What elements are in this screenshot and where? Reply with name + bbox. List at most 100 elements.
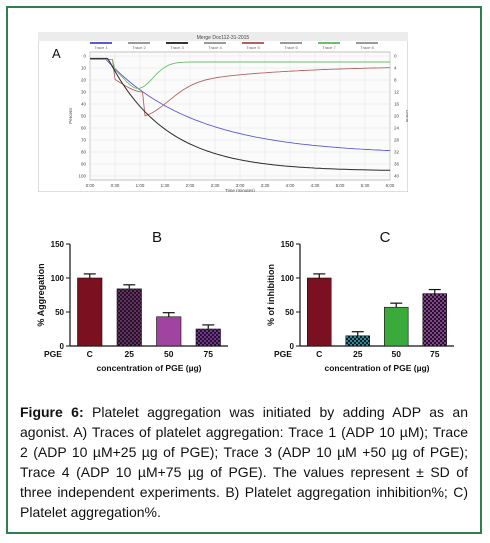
x-tick-label: 50 <box>392 349 402 359</box>
trace-tab-label: Trace 4 <box>208 45 222 50</box>
trace-tab-swatch <box>280 42 302 44</box>
trace-ytick-right: 12 <box>394 90 400 95</box>
trace-ytick-right: 20 <box>394 114 400 119</box>
trace-tab-label: Trace 8 <box>360 45 374 50</box>
x-axis-label: concentration of PGE (µg) <box>324 363 429 373</box>
trace-tab-label: Trace 3 <box>170 45 184 50</box>
trace-xtick: 4:00 <box>286 183 295 188</box>
chart-b-aggregation: B % Aggregation 0 50 100 150 C 25 50 75 PGE concent… <box>36 229 228 373</box>
y-tick-label: 0 <box>60 342 65 351</box>
trace-ytick-left: 70 <box>81 138 87 143</box>
y-tick-label: 150 <box>51 240 65 249</box>
row-label: PGE <box>274 349 292 359</box>
trace-tab-swatch <box>356 42 378 44</box>
trace-xtick: 2:00 <box>186 183 195 188</box>
trace-tab-swatch <box>90 42 112 44</box>
trace-ytick-left: 50 <box>81 114 87 119</box>
trace-xtick: 3:00 <box>236 183 245 188</box>
trace-xtick: 3:30 <box>261 183 270 188</box>
trace-xtick: 5:00 <box>336 183 345 188</box>
x-tick-label: 75 <box>430 349 440 359</box>
trace-lines <box>90 57 391 171</box>
panel-a-label: A <box>52 46 61 61</box>
caption-label: Figure 6: <box>20 404 84 420</box>
x-tick-label: 25 <box>353 349 363 359</box>
trace-ytick-right: 4 <box>394 66 397 71</box>
trace-tab-label: Trace 2 <box>132 45 146 50</box>
trace-ytick-left: 30 <box>81 90 87 95</box>
trace-ytick-left: 40 <box>81 102 87 107</box>
row-label: PGE <box>44 349 62 359</box>
x-tick-label: 75 <box>204 349 214 359</box>
trace-tab-swatch <box>242 42 264 44</box>
x-tick-label: C <box>87 349 93 359</box>
trace-xtick: 0:30 <box>111 183 120 188</box>
trace-tab-swatch <box>166 42 188 44</box>
x-axis-label: concentration of PGE (µg) <box>96 363 201 373</box>
trace-tab-label: Trace 1 <box>94 45 108 50</box>
caption-text: Platelet aggregation was initiated by ad… <box>20 404 468 520</box>
trace-xtick: 4:30 <box>311 183 320 188</box>
trace-ytick-left: 10 <box>81 66 87 71</box>
trace-xtick: 6:00 <box>386 183 395 188</box>
bar <box>116 288 142 347</box>
y-axis-label: % of inhibition <box>266 264 276 326</box>
bar <box>77 277 103 347</box>
trace-tab-swatch <box>128 42 150 44</box>
trace-ytick-right: 0 <box>394 54 397 59</box>
trace-tab-swatch <box>318 42 340 44</box>
bar <box>307 277 332 347</box>
panel-label: B <box>152 229 162 246</box>
trace-ytick-right: 8 <box>394 78 397 83</box>
trace-ytick-left: 60 <box>81 126 87 131</box>
trace-xtick: 5:30 <box>361 183 370 188</box>
trace-xtick: 1:30 <box>161 183 170 188</box>
trace-3-line <box>90 59 390 117</box>
trace-ytick-right: 32 <box>394 150 400 155</box>
y-tick-label: 50 <box>285 308 294 317</box>
trace-ytick-left: 100 <box>78 174 86 179</box>
trace-4-line <box>90 59 390 89</box>
trace-tabs: Trace 1 Trace 2 Trace 3 Trace 4 Trace 5 Trace… <box>90 42 378 50</box>
trace-ytick-left: 90 <box>81 162 87 167</box>
y-tick-label: 100 <box>281 274 295 283</box>
bar <box>345 335 370 347</box>
bar <box>156 316 182 347</box>
y-tick-label: 50 <box>55 308 64 317</box>
y-tick-label: 150 <box>281 240 295 249</box>
trace-window-titlebar <box>38 32 408 41</box>
trace-tab-label: Trace 5 <box>246 45 260 50</box>
trace-tab-label: Trace 6 <box>284 45 298 50</box>
bar <box>195 328 221 347</box>
trace-ytick-left: 0 <box>83 54 86 59</box>
x-tick-label: 50 <box>164 349 174 359</box>
figure-caption: Figure 6: Platelet aggregation was initi… <box>20 402 468 522</box>
trace-y-axis-label-left: Percent <box>68 107 73 123</box>
y-tick-label: 100 <box>51 274 65 283</box>
trace-ytick-right: 16 <box>394 102 400 107</box>
trace-ytick-right: 36 <box>394 162 400 167</box>
trace-xtick: 2:30 <box>211 183 220 188</box>
trace-grid <box>89 51 391 181</box>
trace-ytick-left: 20 <box>81 78 87 83</box>
trace-window-title: Merge Doc112-31-2015 <box>197 35 250 41</box>
trace-ytick-right: 24 <box>394 126 400 131</box>
trace-1-line <box>90 57 390 171</box>
bar <box>422 293 447 347</box>
trace-y-axis-label-right: Ohms <box>405 110 408 123</box>
chart-c-inhibition: C % of inhibition 0 50 100 150 C 25 50 75 PGE conce… <box>266 229 454 373</box>
trace-tab-swatch <box>204 42 226 44</box>
trace-ytick-left: 80 <box>81 150 87 155</box>
trace-tab-label: Trace 7 <box>322 45 336 50</box>
trace-ytick-right: 40 <box>394 174 400 179</box>
trace-ytick-right: 28 <box>394 138 400 143</box>
y-axis-label: % Aggregation <box>36 263 46 326</box>
x-tick-label: C <box>316 349 322 359</box>
trace-x-axis-label: Time (minutes) <box>225 188 255 192</box>
panel-label: C <box>380 229 391 246</box>
trace-2-line <box>90 57 391 152</box>
bar <box>384 306 409 347</box>
x-tick-label: 25 <box>125 349 135 359</box>
trace-axes: 0 0 10 4 20 8 30 12 40 16 50 20 60 24 70 28 80 32 90 36 100 4… <box>68 54 408 192</box>
aggregation-trace-panel: Merge Doc112-31-2015 Trace 1 Trace 2 Trace… <box>38 32 408 192</box>
